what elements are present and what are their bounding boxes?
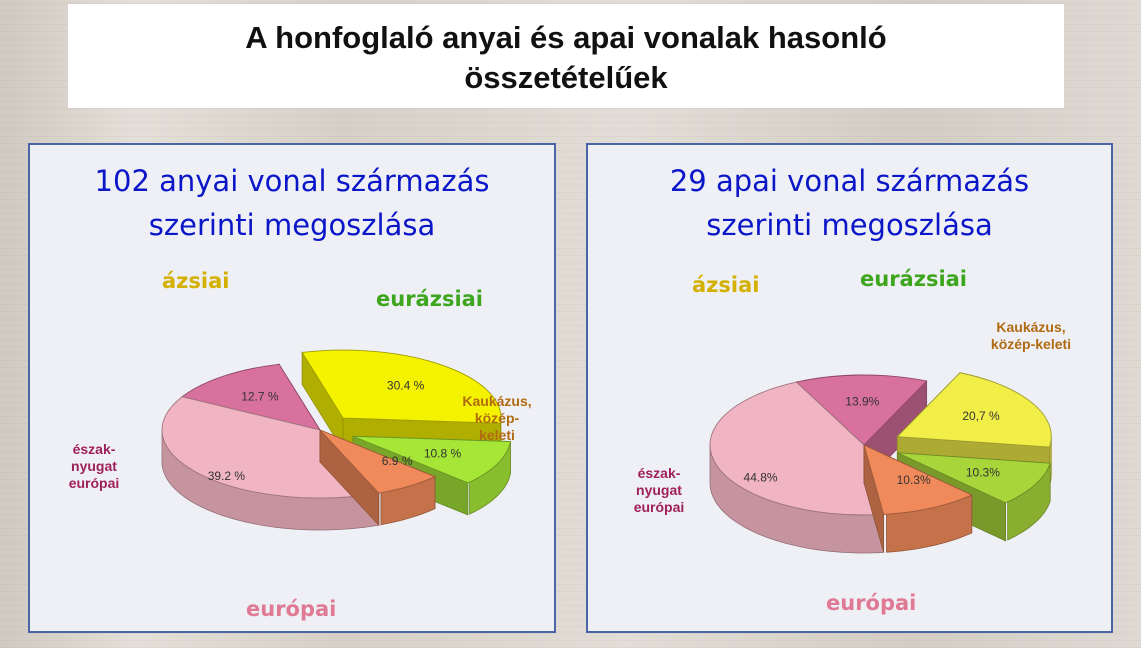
pie-slice-top <box>896 372 1052 448</box>
category-label-caucasus-line-2: közép-keleti <box>990 336 1072 352</box>
pie-slice-top <box>352 435 511 484</box>
paternal-chart-panel: 29 apai vonal származás szerinti megoszl… <box>586 143 1113 633</box>
category-label-nw-line-2: nyugat <box>636 482 682 498</box>
data-label-caucasus: 6.9 % <box>382 454 413 468</box>
category-label-nw-line-1: észak- <box>637 465 681 481</box>
data-label-european: 39.2 % <box>208 469 246 483</box>
paternal-pie-chart: 20,7 % 10.3% 10.3% 44.8% 13.9% <box>709 371 1052 554</box>
pie-slice-top <box>319 429 437 494</box>
data-label-caucasus: 10.3% <box>897 473 931 487</box>
maternal-chart-title-line-2: szerinti megoszlása <box>148 208 436 242</box>
pie-slice-top <box>795 374 928 446</box>
maternal-pie-chart: 30.4 % 10.8 % 6.9 % 39.2 % 12.7 % <box>161 349 511 531</box>
pie-slice-caucasus <box>863 444 973 553</box>
category-label-caucasus-line-2: közép- <box>474 410 520 426</box>
category-label-eurasian: eurázsiai <box>860 267 968 291</box>
category-label-caucasus: Kaukázus, közép- keleti <box>452 393 542 444</box>
maternal-chart-panel: 102 anyai vonal származás szerinti megos… <box>28 143 556 633</box>
category-label-nw-european: észak- nyugat európai <box>52 441 136 492</box>
maternal-chart-title-line-1: 102 anyai vonal származás <box>94 164 490 198</box>
data-label-nw-european: 12.7 % <box>241 390 279 404</box>
data-label-asian: 30.4 % <box>387 379 425 393</box>
category-label-european: európai <box>246 597 337 621</box>
pie-slice-top <box>301 349 502 424</box>
pie-slice-top <box>709 381 885 516</box>
paternal-chart-title-line-2: szerinti megoszlása <box>706 208 993 242</box>
data-label-asian: 20,7 % <box>962 409 1000 423</box>
category-label-asian: ázsiai <box>692 273 760 297</box>
category-label-caucasus-line-3: keleti <box>479 427 515 443</box>
data-label-european: 44.8% <box>744 470 778 484</box>
category-label-nw-european: észak- nyugat európai <box>616 465 702 516</box>
pie-slice-caucasus <box>319 428 437 527</box>
category-label-european: európai <box>826 591 917 615</box>
slide-title-line-1: A honfoglaló anyai és apai vonalak hason… <box>245 20 887 55</box>
slide-title-box: A honfoglaló anyai és apai vonalak hason… <box>68 4 1064 108</box>
paternal-chart-title: 29 apai vonal származás szerinti megoszl… <box>588 159 1111 247</box>
category-label-nw-line-3: európai <box>68 475 120 491</box>
category-label-nw-line-1: észak- <box>72 441 116 457</box>
category-label-caucasus-line-1: Kaukázus, <box>996 319 1066 335</box>
pie-slice-top <box>181 363 321 431</box>
category-label-eurasian: eurázsiai <box>376 287 484 311</box>
maternal-chart-title: 102 anyai vonal származás szerinti megos… <box>30 159 554 247</box>
slide-title: A honfoglaló anyai és apai vonalak hason… <box>68 18 1064 98</box>
category-label-nw-line-3: európai <box>633 499 685 515</box>
category-label-caucasus-line-1: Kaukázus, <box>462 393 532 409</box>
paternal-chart-title-line-1: 29 apai vonal származás <box>669 164 1030 198</box>
category-label-asian: ázsiai <box>162 269 230 293</box>
data-label-eurasian: 10.8 % <box>424 446 462 460</box>
data-label-eurasian: 10.3% <box>966 466 1000 480</box>
pie-slice-top <box>161 396 380 499</box>
slide-title-line-2: összetételűek <box>464 60 668 95</box>
data-label-nw-european: 13.9% <box>845 395 879 409</box>
pie-slice-top <box>897 452 1051 504</box>
pie-slice-european <box>161 396 380 531</box>
category-label-nw-line-2: nyugat <box>71 458 117 474</box>
category-label-caucasus: Kaukázus, közép-keleti <box>972 319 1090 353</box>
pie-slice-top <box>863 444 973 515</box>
